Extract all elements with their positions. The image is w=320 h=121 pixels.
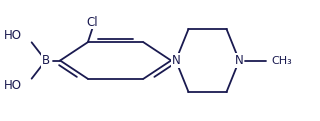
Text: Cl: Cl <box>87 16 99 29</box>
Text: CH₃: CH₃ <box>271 56 292 65</box>
Text: N: N <box>235 54 244 67</box>
Text: B: B <box>42 54 50 67</box>
Text: HO: HO <box>4 29 22 42</box>
Text: N: N <box>172 54 180 67</box>
Text: HO: HO <box>4 79 22 92</box>
